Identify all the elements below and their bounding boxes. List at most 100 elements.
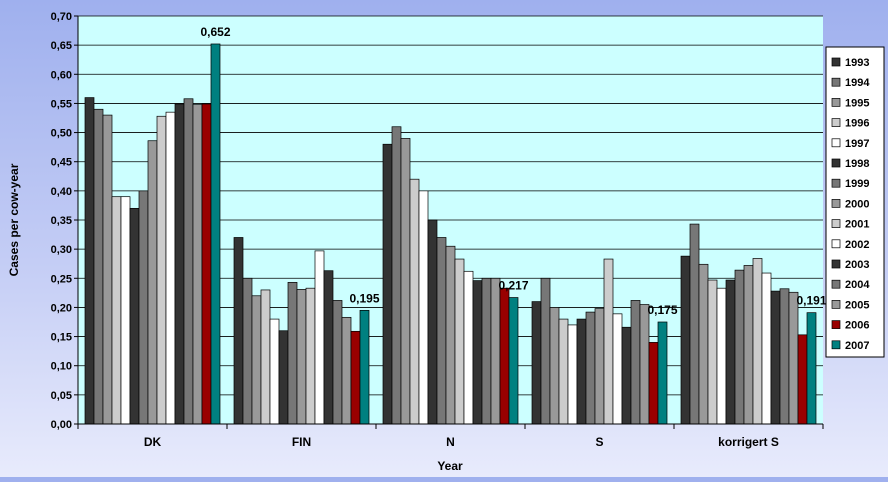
bar — [201, 103, 212, 425]
bar — [788, 291, 799, 425]
bar — [445, 245, 456, 425]
bar — [621, 326, 632, 425]
bar — [418, 190, 429, 425]
x-tick-label: DK — [144, 435, 162, 449]
bar — [499, 287, 510, 425]
bars — [84, 43, 817, 425]
x-tick-label: N — [446, 435, 455, 449]
y-tick-label: 0,15 — [51, 332, 72, 344]
bar — [165, 111, 176, 425]
bar — [332, 300, 343, 425]
bar — [305, 287, 316, 425]
bar — [490, 277, 501, 425]
bar — [540, 277, 551, 425]
y-tick-label: 0,20 — [51, 302, 72, 314]
y-tick-label: 0,05 — [51, 390, 72, 402]
y-tick-label: 0,45 — [51, 157, 72, 169]
bar — [752, 258, 763, 425]
bar — [350, 330, 361, 425]
legend-swatch — [831, 279, 841, 289]
legend-swatch — [831, 57, 841, 67]
bar — [630, 300, 641, 425]
bar — [93, 108, 104, 425]
legend-label: 2006 — [845, 320, 869, 332]
bar — [427, 219, 438, 425]
bar — [400, 138, 411, 425]
y-axis-title: Cases per cow-year — [7, 163, 21, 276]
legend-swatch — [831, 138, 841, 148]
legend-label: 1996 — [845, 118, 869, 130]
bar — [689, 223, 700, 425]
bar — [707, 279, 718, 425]
bar — [603, 258, 614, 425]
y-tick-label: 0,55 — [51, 98, 72, 110]
bar — [725, 279, 736, 425]
legend-label: 2003 — [845, 259, 869, 271]
bar — [806, 312, 817, 425]
bar — [770, 290, 781, 425]
legend-swatch — [831, 118, 841, 127]
bar — [436, 237, 447, 425]
bar — [648, 342, 659, 425]
bar — [111, 196, 122, 425]
bar — [716, 287, 727, 425]
bar — [743, 265, 754, 425]
y-tick-label: 0,30 — [51, 244, 72, 256]
bar — [278, 330, 289, 425]
x-tick-label: FIN — [292, 435, 311, 449]
legend-swatch — [831, 259, 841, 269]
bar — [102, 114, 113, 425]
legend-swatch — [831, 199, 841, 208]
data-label: 0,191 — [796, 294, 826, 308]
legend-label: 1998 — [845, 158, 869, 170]
bar — [508, 297, 519, 425]
data-label: 0,652 — [200, 25, 230, 39]
legend-label: 1993 — [845, 57, 869, 69]
legend-swatch — [831, 340, 841, 350]
y-tick-label: 0,50 — [51, 128, 72, 140]
legend: 1993 1994 1995 1996 1997 1998 1999 2000 2001 2002… — [825, 46, 885, 358]
legend-swatch — [831, 158, 841, 168]
data-label: 0,175 — [647, 303, 677, 317]
legend-label: 1995 — [845, 97, 869, 109]
bar — [549, 307, 560, 425]
bar — [183, 98, 194, 425]
bar — [233, 237, 244, 425]
bar — [192, 104, 203, 425]
y-tick-label: 0,40 — [51, 186, 72, 198]
legend-label: 1997 — [845, 138, 869, 150]
y-tick-label: 0,10 — [51, 361, 72, 373]
y-tick-label: 0,35 — [51, 215, 72, 227]
y-tick-label: 0,70 — [51, 11, 72, 23]
data-label: 0,195 — [349, 291, 379, 305]
legend-label: 2007 — [845, 340, 869, 352]
bar — [84, 97, 95, 425]
legend-swatch — [831, 320, 841, 329]
bar — [680, 255, 691, 425]
bar — [174, 103, 185, 425]
legend-swatch — [831, 98, 841, 107]
bar — [576, 318, 587, 425]
legend-swatch — [831, 219, 841, 228]
x-tick-label: korrigert S — [718, 435, 779, 449]
bar — [287, 282, 298, 425]
legend-swatch — [831, 77, 841, 87]
bar — [531, 301, 542, 425]
bar — [120, 196, 131, 425]
bar — [797, 334, 808, 425]
bar — [585, 311, 596, 425]
bar — [251, 295, 262, 425]
bar — [734, 269, 745, 425]
bar — [657, 321, 668, 425]
legend-label: 1999 — [845, 178, 869, 190]
bar — [698, 263, 709, 425]
bar — [323, 270, 334, 425]
bar — [156, 115, 167, 425]
bar — [463, 270, 474, 425]
bar — [391, 126, 402, 425]
bar — [314, 250, 325, 425]
bar — [481, 277, 492, 425]
legend-swatch — [831, 178, 841, 188]
